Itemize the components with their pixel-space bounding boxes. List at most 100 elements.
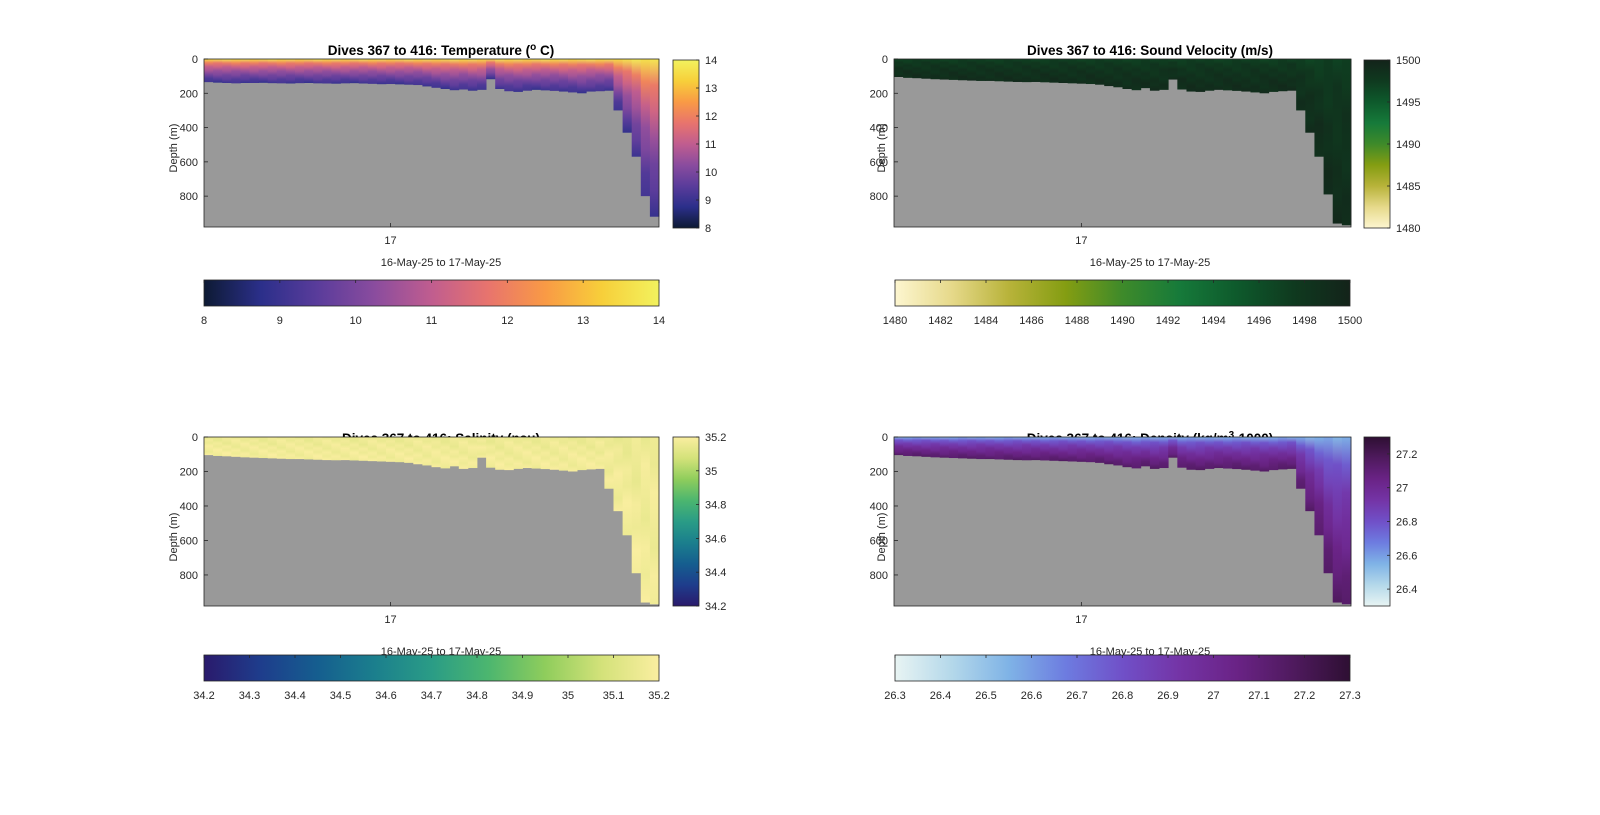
dive-column — [1305, 59, 1315, 133]
dive-column — [921, 59, 931, 79]
colorbar-tick-label: 1480 — [1396, 223, 1420, 235]
dive-column — [1314, 437, 1324, 536]
dive-column — [577, 437, 587, 471]
colorbar-tick-label: 14 — [705, 55, 717, 67]
dive-column — [930, 437, 941, 458]
y-tick-label: 200 — [180, 88, 198, 100]
dive-column — [504, 59, 514, 92]
y-tick-label: 400 — [180, 501, 198, 513]
colorbar-tick-label: 35.2 — [705, 432, 726, 444]
dive-column — [586, 437, 596, 470]
dive-column — [1031, 59, 1041, 82]
dive-column — [1040, 437, 1050, 461]
dive-column — [1058, 437, 1069, 462]
colorbar-tick-label: 34.2 — [193, 690, 214, 702]
temperature-xlabel: 16-May-25 to 17-May-25 — [381, 257, 501, 269]
density-vertical-colorbar: 26.4 26.6 26.8 27 27.2 — [1363, 436, 1417, 607]
dive-column — [367, 59, 378, 84]
dive-column — [222, 437, 232, 457]
dive-column — [1140, 59, 1151, 89]
dive-column — [449, 437, 460, 467]
colorbar-tick-label: 1488 — [1065, 315, 1089, 327]
dive-column — [1076, 437, 1087, 462]
dive-column — [957, 437, 968, 459]
colorbar-tick-label: 11 — [705, 139, 716, 151]
dive-column — [1250, 437, 1260, 471]
dive-column — [976, 437, 986, 460]
colorbar-tick-label: 1500 — [1396, 55, 1420, 67]
dive-column — [522, 437, 532, 469]
colorbar-tick-label: 14 — [653, 315, 665, 327]
colorbar-tick-label: 1494 — [1201, 315, 1225, 327]
colorbar-tick-label: 12 — [705, 111, 717, 123]
colorbar-tick-label: 1495 — [1396, 97, 1420, 109]
x-tick-label: 17 — [1075, 614, 1087, 626]
dive-column — [295, 437, 305, 460]
colorbar-tick-label: 27.2 — [1396, 449, 1417, 461]
dive-column — [1213, 59, 1224, 90]
dive-column — [640, 59, 651, 197]
dive-column — [1241, 59, 1251, 92]
dive-column — [1223, 59, 1233, 91]
dive-column — [1314, 59, 1324, 157]
y-tick-label: 200 — [870, 466, 888, 478]
dive-column — [1031, 437, 1041, 461]
dive-column — [1259, 59, 1270, 94]
y-tick-label: 800 — [180, 570, 198, 582]
dive-column — [486, 59, 496, 80]
dive-column — [1149, 59, 1160, 91]
dive-column — [903, 59, 913, 78]
colorbar-gradient — [672, 59, 700, 229]
colorbar-tick-label: 27.1 — [1248, 690, 1269, 702]
dive-column — [1296, 437, 1306, 489]
sound-velocity-title: Dives 367 to 416: Sound Velocity (m/s) — [1027, 43, 1273, 58]
dive-column — [1021, 437, 1032, 461]
dive-column — [1122, 437, 1133, 468]
dive-column — [404, 437, 414, 463]
dive-column — [604, 59, 614, 91]
dive-column — [495, 437, 505, 470]
dive-column — [204, 437, 214, 456]
colorbar-tick-label: 1484 — [974, 315, 998, 327]
dive-column — [1287, 437, 1297, 469]
dive-column — [358, 437, 369, 461]
dive-column — [1168, 437, 1178, 458]
dive-column — [921, 437, 931, 457]
dive-column — [1168, 59, 1178, 80]
axes-box — [203, 436, 660, 607]
dive-column — [395, 437, 405, 463]
colorbar-tick-label: 35.2 — [648, 690, 669, 702]
dive-column — [449, 59, 460, 91]
dive-column — [894, 437, 904, 456]
dive-column — [267, 437, 278, 459]
dive-column — [640, 437, 651, 603]
dive-column — [595, 59, 605, 92]
dive-column — [967, 59, 977, 81]
colorbar-gradient — [203, 279, 660, 307]
colorbar-tick-label: 10 — [705, 167, 717, 179]
dive-column — [1012, 437, 1023, 461]
colorbar-tick-label: 9 — [277, 315, 283, 327]
y-tick-label: 800 — [870, 191, 888, 203]
dive-column — [1131, 437, 1142, 469]
dive-column — [613, 59, 623, 111]
y-tick-label: 0 — [192, 432, 198, 444]
dive-column — [349, 437, 360, 461]
dive-column — [649, 59, 660, 217]
dive-column — [231, 437, 241, 457]
colorbar-gradient — [1363, 59, 1391, 229]
colorbar-gradient — [672, 436, 700, 607]
dive-column — [1140, 437, 1151, 467]
colorbar-tick-label: 34.6 — [375, 690, 396, 702]
dive-column — [1232, 59, 1242, 91]
dive-column — [422, 437, 432, 466]
dive-column — [1159, 437, 1169, 469]
dive-column — [1122, 59, 1133, 89]
dive-column — [1296, 59, 1306, 111]
colorbar-tick-label: 13 — [577, 315, 589, 327]
dive-column — [495, 59, 505, 89]
density-horizontal-colorbar: 26.3 26.4 26.5 26.6 26.7 26.8 26.9 27 27.1 27.2 27… — [884, 654, 1361, 702]
axes-box — [203, 58, 660, 228]
dive-column — [985, 437, 995, 460]
colorbar-tick-label: 1480 — [883, 315, 907, 327]
